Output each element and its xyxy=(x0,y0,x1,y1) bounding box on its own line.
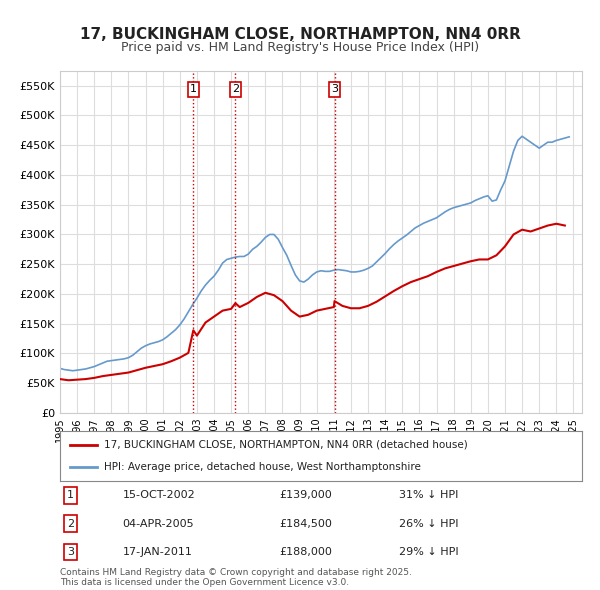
Text: 17-JAN-2011: 17-JAN-2011 xyxy=(122,547,193,557)
Text: 2: 2 xyxy=(232,84,239,94)
Text: 1: 1 xyxy=(190,84,197,94)
Text: 1: 1 xyxy=(67,490,74,500)
Text: 31% ↓ HPI: 31% ↓ HPI xyxy=(400,490,458,500)
Text: 15-OCT-2002: 15-OCT-2002 xyxy=(122,490,196,500)
Text: £184,500: £184,500 xyxy=(279,519,332,529)
Text: £139,000: £139,000 xyxy=(279,490,332,500)
Text: 17, BUCKINGHAM CLOSE, NORTHAMPTON, NN4 0RR: 17, BUCKINGHAM CLOSE, NORTHAMPTON, NN4 0… xyxy=(80,27,520,41)
Text: 17, BUCKINGHAM CLOSE, NORTHAMPTON, NN4 0RR (detached house): 17, BUCKINGHAM CLOSE, NORTHAMPTON, NN4 0… xyxy=(104,440,468,450)
Text: HPI: Average price, detached house, West Northamptonshire: HPI: Average price, detached house, West… xyxy=(104,462,421,472)
Text: Price paid vs. HM Land Registry's House Price Index (HPI): Price paid vs. HM Land Registry's House … xyxy=(121,41,479,54)
Text: 26% ↓ HPI: 26% ↓ HPI xyxy=(400,519,459,529)
Text: £188,000: £188,000 xyxy=(279,547,332,557)
Text: 04-APR-2005: 04-APR-2005 xyxy=(122,519,194,529)
Text: 3: 3 xyxy=(331,84,338,94)
Text: 3: 3 xyxy=(67,547,74,557)
Text: Contains HM Land Registry data © Crown copyright and database right 2025.
This d: Contains HM Land Registry data © Crown c… xyxy=(60,568,412,587)
Text: 29% ↓ HPI: 29% ↓ HPI xyxy=(400,547,459,557)
Text: 2: 2 xyxy=(67,519,74,529)
